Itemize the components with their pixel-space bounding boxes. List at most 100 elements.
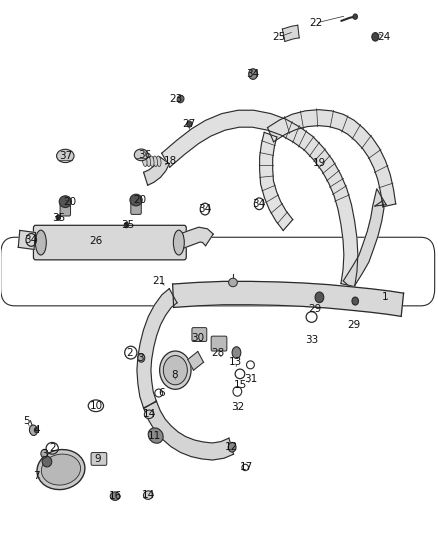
Text: 8: 8: [171, 370, 178, 381]
Ellipse shape: [315, 292, 324, 303]
Ellipse shape: [56, 215, 60, 220]
Ellipse shape: [29, 425, 38, 435]
Text: 3: 3: [41, 449, 48, 458]
Text: 15: 15: [233, 379, 247, 390]
Polygon shape: [173, 281, 403, 317]
Text: 35: 35: [122, 220, 135, 230]
Text: 34: 34: [24, 235, 37, 245]
Ellipse shape: [148, 428, 163, 443]
Ellipse shape: [110, 492, 120, 500]
Polygon shape: [188, 352, 204, 370]
Ellipse shape: [42, 456, 52, 467]
Text: 22: 22: [309, 18, 322, 28]
Ellipse shape: [34, 427, 39, 433]
FancyBboxPatch shape: [131, 201, 141, 214]
FancyBboxPatch shape: [211, 336, 227, 351]
Text: 20: 20: [133, 195, 146, 205]
Ellipse shape: [35, 230, 46, 255]
Text: 31: 31: [244, 374, 257, 384]
Ellipse shape: [156, 156, 161, 166]
Ellipse shape: [59, 196, 71, 207]
Ellipse shape: [142, 156, 147, 166]
Polygon shape: [343, 189, 386, 289]
Text: 19: 19: [313, 158, 326, 168]
Polygon shape: [144, 401, 233, 460]
Text: 12: 12: [225, 442, 238, 452]
Text: 20: 20: [63, 197, 76, 207]
Ellipse shape: [145, 410, 154, 418]
Ellipse shape: [352, 297, 358, 305]
Polygon shape: [18, 230, 35, 249]
Polygon shape: [260, 132, 293, 230]
Polygon shape: [180, 227, 213, 248]
Ellipse shape: [130, 194, 142, 206]
Text: 2: 2: [49, 443, 56, 453]
Ellipse shape: [173, 230, 184, 255]
FancyBboxPatch shape: [91, 453, 107, 465]
Text: 36: 36: [138, 150, 152, 160]
Text: 13: 13: [229, 357, 242, 367]
Ellipse shape: [153, 156, 158, 166]
Text: 23: 23: [170, 94, 183, 104]
Text: 3: 3: [137, 353, 144, 363]
Polygon shape: [268, 110, 396, 207]
Ellipse shape: [41, 454, 81, 485]
Ellipse shape: [228, 442, 236, 452]
Ellipse shape: [144, 491, 153, 499]
Ellipse shape: [41, 449, 48, 458]
Ellipse shape: [134, 149, 148, 161]
Text: 14: 14: [141, 490, 155, 500]
Text: 1: 1: [381, 292, 388, 302]
Text: 34: 34: [247, 69, 260, 79]
Ellipse shape: [138, 354, 145, 362]
FancyBboxPatch shape: [60, 203, 71, 216]
Text: 28: 28: [212, 348, 225, 358]
Text: 29: 29: [308, 304, 321, 314]
Text: 14: 14: [142, 409, 156, 419]
Text: 11: 11: [148, 431, 161, 441]
Text: 37: 37: [59, 151, 72, 161]
Ellipse shape: [177, 95, 184, 103]
Ellipse shape: [124, 222, 129, 228]
Ellipse shape: [159, 351, 191, 389]
Ellipse shape: [37, 449, 85, 490]
Polygon shape: [144, 157, 170, 185]
Text: 6: 6: [158, 388, 165, 398]
Ellipse shape: [353, 14, 357, 19]
Text: 16: 16: [109, 491, 122, 501]
Text: 17: 17: [240, 463, 253, 472]
Ellipse shape: [229, 278, 237, 287]
Text: 21: 21: [152, 277, 166, 286]
Text: 25: 25: [272, 32, 286, 42]
Text: 27: 27: [183, 119, 196, 129]
Ellipse shape: [232, 347, 241, 359]
Text: 30: 30: [191, 333, 205, 343]
Text: 29: 29: [347, 320, 360, 330]
Ellipse shape: [146, 156, 151, 166]
Text: 7: 7: [33, 472, 40, 481]
Text: 34: 34: [198, 204, 212, 214]
Ellipse shape: [149, 156, 154, 166]
Text: 32: 32: [231, 402, 244, 413]
FancyBboxPatch shape: [33, 225, 186, 260]
Text: 35: 35: [52, 213, 65, 223]
Ellipse shape: [163, 356, 187, 385]
Polygon shape: [283, 25, 299, 42]
Text: 2: 2: [126, 348, 133, 358]
Text: 33: 33: [305, 335, 318, 345]
Ellipse shape: [57, 149, 74, 163]
Polygon shape: [137, 289, 177, 408]
Ellipse shape: [372, 33, 379, 41]
Text: 5: 5: [24, 416, 30, 426]
Text: 10: 10: [89, 401, 102, 411]
Text: 34: 34: [253, 199, 266, 209]
FancyBboxPatch shape: [192, 328, 207, 342]
Ellipse shape: [187, 121, 192, 127]
Polygon shape: [162, 110, 358, 287]
Ellipse shape: [249, 69, 258, 79]
Text: 18: 18: [163, 156, 177, 166]
Text: 26: 26: [89, 236, 102, 246]
Text: 4: 4: [33, 425, 40, 435]
Text: 24: 24: [378, 32, 391, 42]
Text: 9: 9: [94, 454, 101, 464]
